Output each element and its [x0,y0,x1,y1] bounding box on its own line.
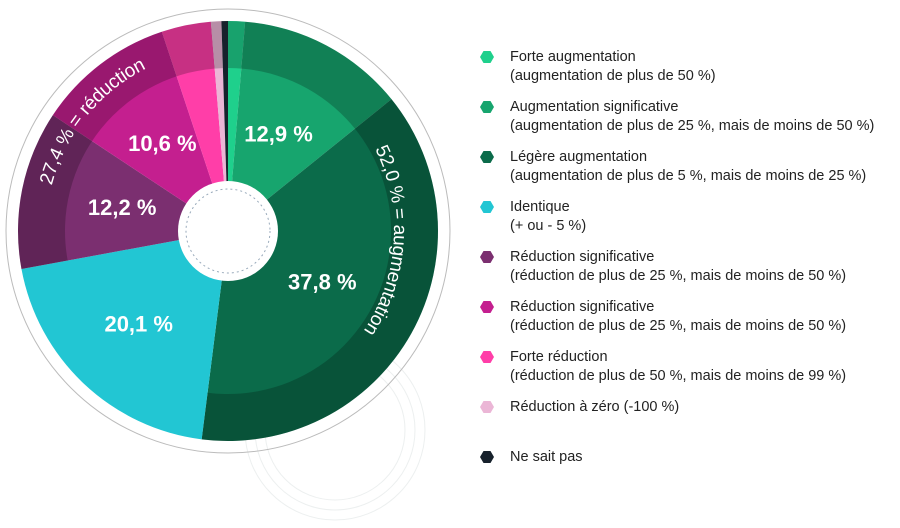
legend-description: (+ ou - 5 %) [510,218,586,234]
slice [52,31,228,232]
slice-label: 12,9 % [244,121,313,146]
legend-description: (réduction de plus de 25 %, mais de moin… [510,318,846,334]
slice-label: 37,8 % [288,269,357,294]
legend-description: (augmentation de plus de 5 %, mais de mo… [510,168,866,184]
legend-label: Légère augmentation [510,149,647,165]
legend: Forte augmentation (augmentation de plus … [480,49,874,465]
legend-marker [480,300,494,314]
legend-marker [480,450,494,464]
slice [201,99,438,441]
legend-label: Identique [510,199,570,215]
slice-label: 20,1 % [104,311,173,336]
legend-label: Forte réduction [510,349,608,365]
legend-description: (augmentation de plus de 50 %) [510,68,716,84]
legend-marker [480,400,494,414]
group-arc [17,21,223,270]
legend-description: (augmentation de plus de 25 %, mais de m… [510,118,874,134]
slice [21,231,229,440]
slice [17,115,228,270]
hole-ring [185,188,271,274]
slice [228,21,246,231]
legend-marker [480,50,494,64]
legend-marker [480,100,494,114]
slice-label: 10,6 % [128,131,197,156]
donut-hole [178,181,278,281]
outer-ring [5,8,451,454]
slice [221,21,228,231]
slice-label: 12,2 % [88,195,157,220]
legend-description: (réduction de plus de 50 %, mais de moin… [510,368,846,384]
slice [161,21,228,232]
legend-marker [480,200,494,214]
legend-label: Réduction à zéro (-100 %) [510,399,679,415]
legend-marker [480,150,494,164]
legend-marker [480,250,494,264]
legend-label: Réduction significative [510,299,654,315]
group-arc [201,21,438,441]
legend-label: Ne sait pas [510,449,583,465]
legend-description: (réduction de plus de 25 %, mais de moin… [510,268,846,284]
legend-label: Forte augmentation [510,49,636,65]
slice [210,21,228,231]
legend-label: Augmentation significative [510,99,678,115]
legend-marker [480,350,494,364]
slice [228,21,392,232]
legend-label: Réduction significative [510,249,654,265]
